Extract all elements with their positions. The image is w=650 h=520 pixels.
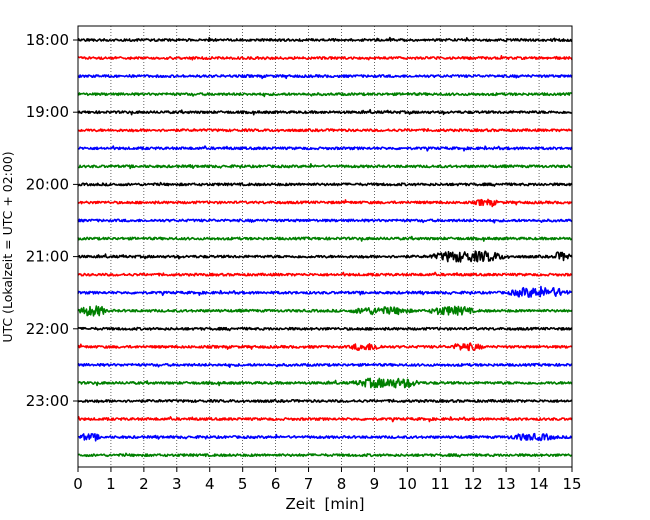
x-tick-label: 5 <box>238 475 248 493</box>
x-tick-label: 0 <box>73 475 83 493</box>
trace-line <box>77 305 573 317</box>
trace-line <box>77 326 573 332</box>
y-tick-label: 19:00 <box>26 103 69 121</box>
x-tick-label: 10 <box>398 475 417 493</box>
x-tick-label: 11 <box>431 475 450 493</box>
trace-line <box>77 181 573 187</box>
x-tick-label: 7 <box>304 475 314 493</box>
x-tick-label: 4 <box>205 475 215 493</box>
x-tick-label: 14 <box>530 475 549 493</box>
trace-line <box>77 235 573 242</box>
y-tick-label: 21:00 <box>26 248 69 266</box>
trace-line <box>77 342 573 352</box>
x-tick-label: 13 <box>497 475 516 493</box>
trace-line <box>77 416 573 423</box>
x-tick-label: 3 <box>172 475 182 493</box>
trace-line <box>77 163 573 170</box>
x-tick-label: 1 <box>106 475 116 493</box>
trace-line <box>77 92 573 98</box>
trace-line <box>77 73 573 80</box>
x-tick-label: 8 <box>337 475 347 493</box>
trace-line <box>77 108 573 116</box>
trace-line <box>77 398 573 404</box>
y-tick-label: 23:00 <box>26 392 69 410</box>
y-tick-label: 18:00 <box>26 31 69 49</box>
trace-line <box>77 127 573 133</box>
y-axis-title: UTC (Lokalzeit = UTC + 02:00) <box>0 151 15 342</box>
plot-frame <box>77 25 573 468</box>
x-tick-label: 2 <box>139 475 149 493</box>
x-tick-label: 15 <box>562 475 581 493</box>
x-tick-label: 6 <box>271 475 281 493</box>
trace-line <box>77 55 573 61</box>
trace-lines <box>77 36 573 458</box>
y-tick-label: 20:00 <box>26 175 69 193</box>
x-axis-ticks: 0 1 2 3 4 5 6 7 8 9 10 11 12 13 14 15 <box>73 467 582 493</box>
y-tick-label: 22:00 <box>26 320 69 338</box>
x-tick-label: 9 <box>370 475 380 493</box>
trace-line <box>77 377 573 389</box>
trace-line <box>77 198 573 208</box>
x-axis-title: Zeit [min] <box>285 495 364 513</box>
trace-line <box>77 285 573 298</box>
trace-line <box>77 250 573 263</box>
trace-line <box>77 271 573 277</box>
x-tick-label: 12 <box>464 475 483 493</box>
trace-line <box>77 218 573 224</box>
trace-line <box>77 452 573 458</box>
trace-line <box>77 432 573 442</box>
y-axis-ticks: 18:00 19:00 20:00 21:00 22:00 23:00 <box>26 31 78 410</box>
trace-line <box>77 36 573 43</box>
trace-line <box>77 145 573 152</box>
trace-line <box>77 362 573 368</box>
